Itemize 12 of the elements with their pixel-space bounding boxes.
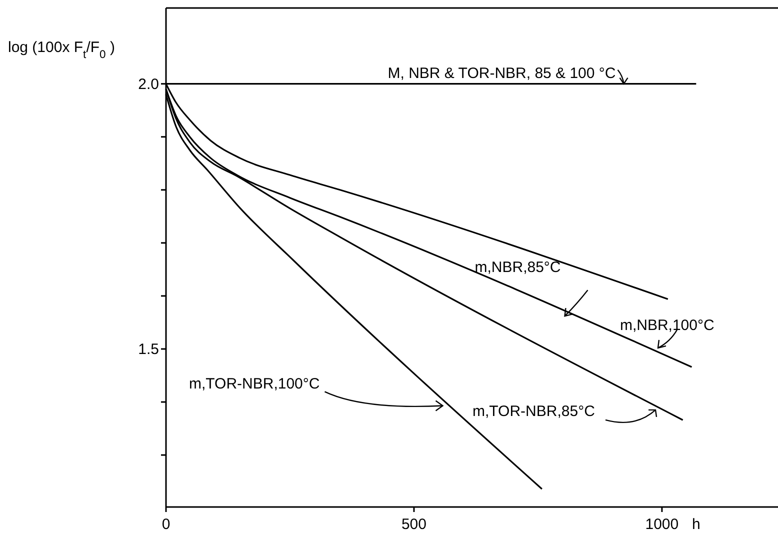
- x-axis-title: h: [692, 516, 700, 533]
- annotation: m,TOR-NBR,100°C: [188, 376, 320, 393]
- x-tick-label: 0: [162, 516, 170, 533]
- y-axis-title: log (100x F$_{t}$/F$_{0}$ ): [8, 39, 115, 61]
- x-tick-label: 500: [401, 516, 426, 533]
- y-tick-label: 2.0: [138, 76, 159, 94]
- annotation: m,NBR,100°C: [620, 316, 715, 334]
- annotation: m,NBR,85°C: [474, 259, 561, 276]
- annotation: M, NBR & TOR-NBR, 85 & 100 °C: [388, 64, 616, 82]
- annotation: m,TOR-NBR,85°C: [472, 402, 596, 420]
- y-tick-label: 1.5: [138, 341, 159, 358]
- x-tick-label: 1000: [645, 516, 679, 533]
